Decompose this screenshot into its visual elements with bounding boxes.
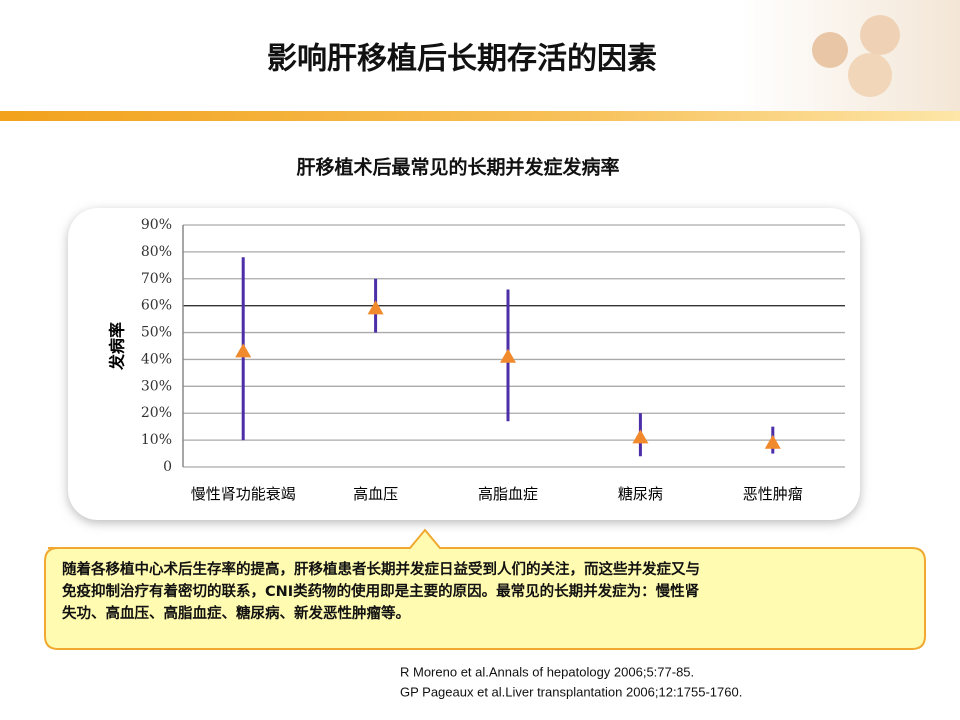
value-marker xyxy=(235,343,252,358)
note-line: 免疫抑制治疗有着密切的联系，CNI类药物的使用即是主要的原因。最常见的长期并发症… xyxy=(62,582,700,600)
y-tick-label: 40% xyxy=(141,351,172,367)
note-line: 失功、高血压、高脂血症、糖尿病、新发恶性肿瘤等。 xyxy=(62,604,410,622)
value-marker xyxy=(632,429,649,444)
y-tick-label: 20% xyxy=(141,405,172,421)
chart-title: 肝移植术后最常见的长期并发症发病率 xyxy=(296,156,619,179)
x-tick-label: 糖尿病 xyxy=(618,485,663,503)
photo-face xyxy=(848,53,892,97)
reference: R Moreno et al.Annals of hepatology 2006… xyxy=(400,664,694,679)
y-tick-label: 70% xyxy=(141,271,172,287)
y-tick-label: 10% xyxy=(141,432,172,448)
note-callout xyxy=(44,528,926,650)
value-marker xyxy=(367,300,384,315)
reference: GP Pageaux et al.Liver transplantation 2… xyxy=(400,684,742,699)
y-tick-label: 50% xyxy=(141,325,172,341)
y-axis-label: 发病率 xyxy=(108,322,127,371)
chart-panel xyxy=(68,208,860,520)
x-tick-label: 慢性肾功能衰竭 xyxy=(191,485,296,503)
y-tick-label: 0 xyxy=(163,459,172,475)
photo-face xyxy=(812,32,848,68)
x-tick-label: 高血压 xyxy=(353,485,398,503)
header-photo xyxy=(740,0,960,112)
header-band xyxy=(0,111,960,121)
y-tick-label: 90% xyxy=(141,217,172,233)
slide-title: 影响肝移植后长期存活的因素 xyxy=(267,42,657,77)
y-tick-label: 30% xyxy=(141,378,172,394)
value-marker xyxy=(500,348,516,363)
value-marker xyxy=(764,434,781,449)
x-tick-label: 高脂血症 xyxy=(478,485,538,503)
x-tick-label: 恶性肿瘤 xyxy=(743,485,803,503)
y-tick-label: 80% xyxy=(141,244,172,260)
photo-face xyxy=(860,15,900,55)
note-line: 随着各移植中心术后生存率的提高，肝移植患者长期并发症日益受到人们的关注，而这些并… xyxy=(62,560,700,578)
y-tick-label: 60% xyxy=(141,298,172,314)
